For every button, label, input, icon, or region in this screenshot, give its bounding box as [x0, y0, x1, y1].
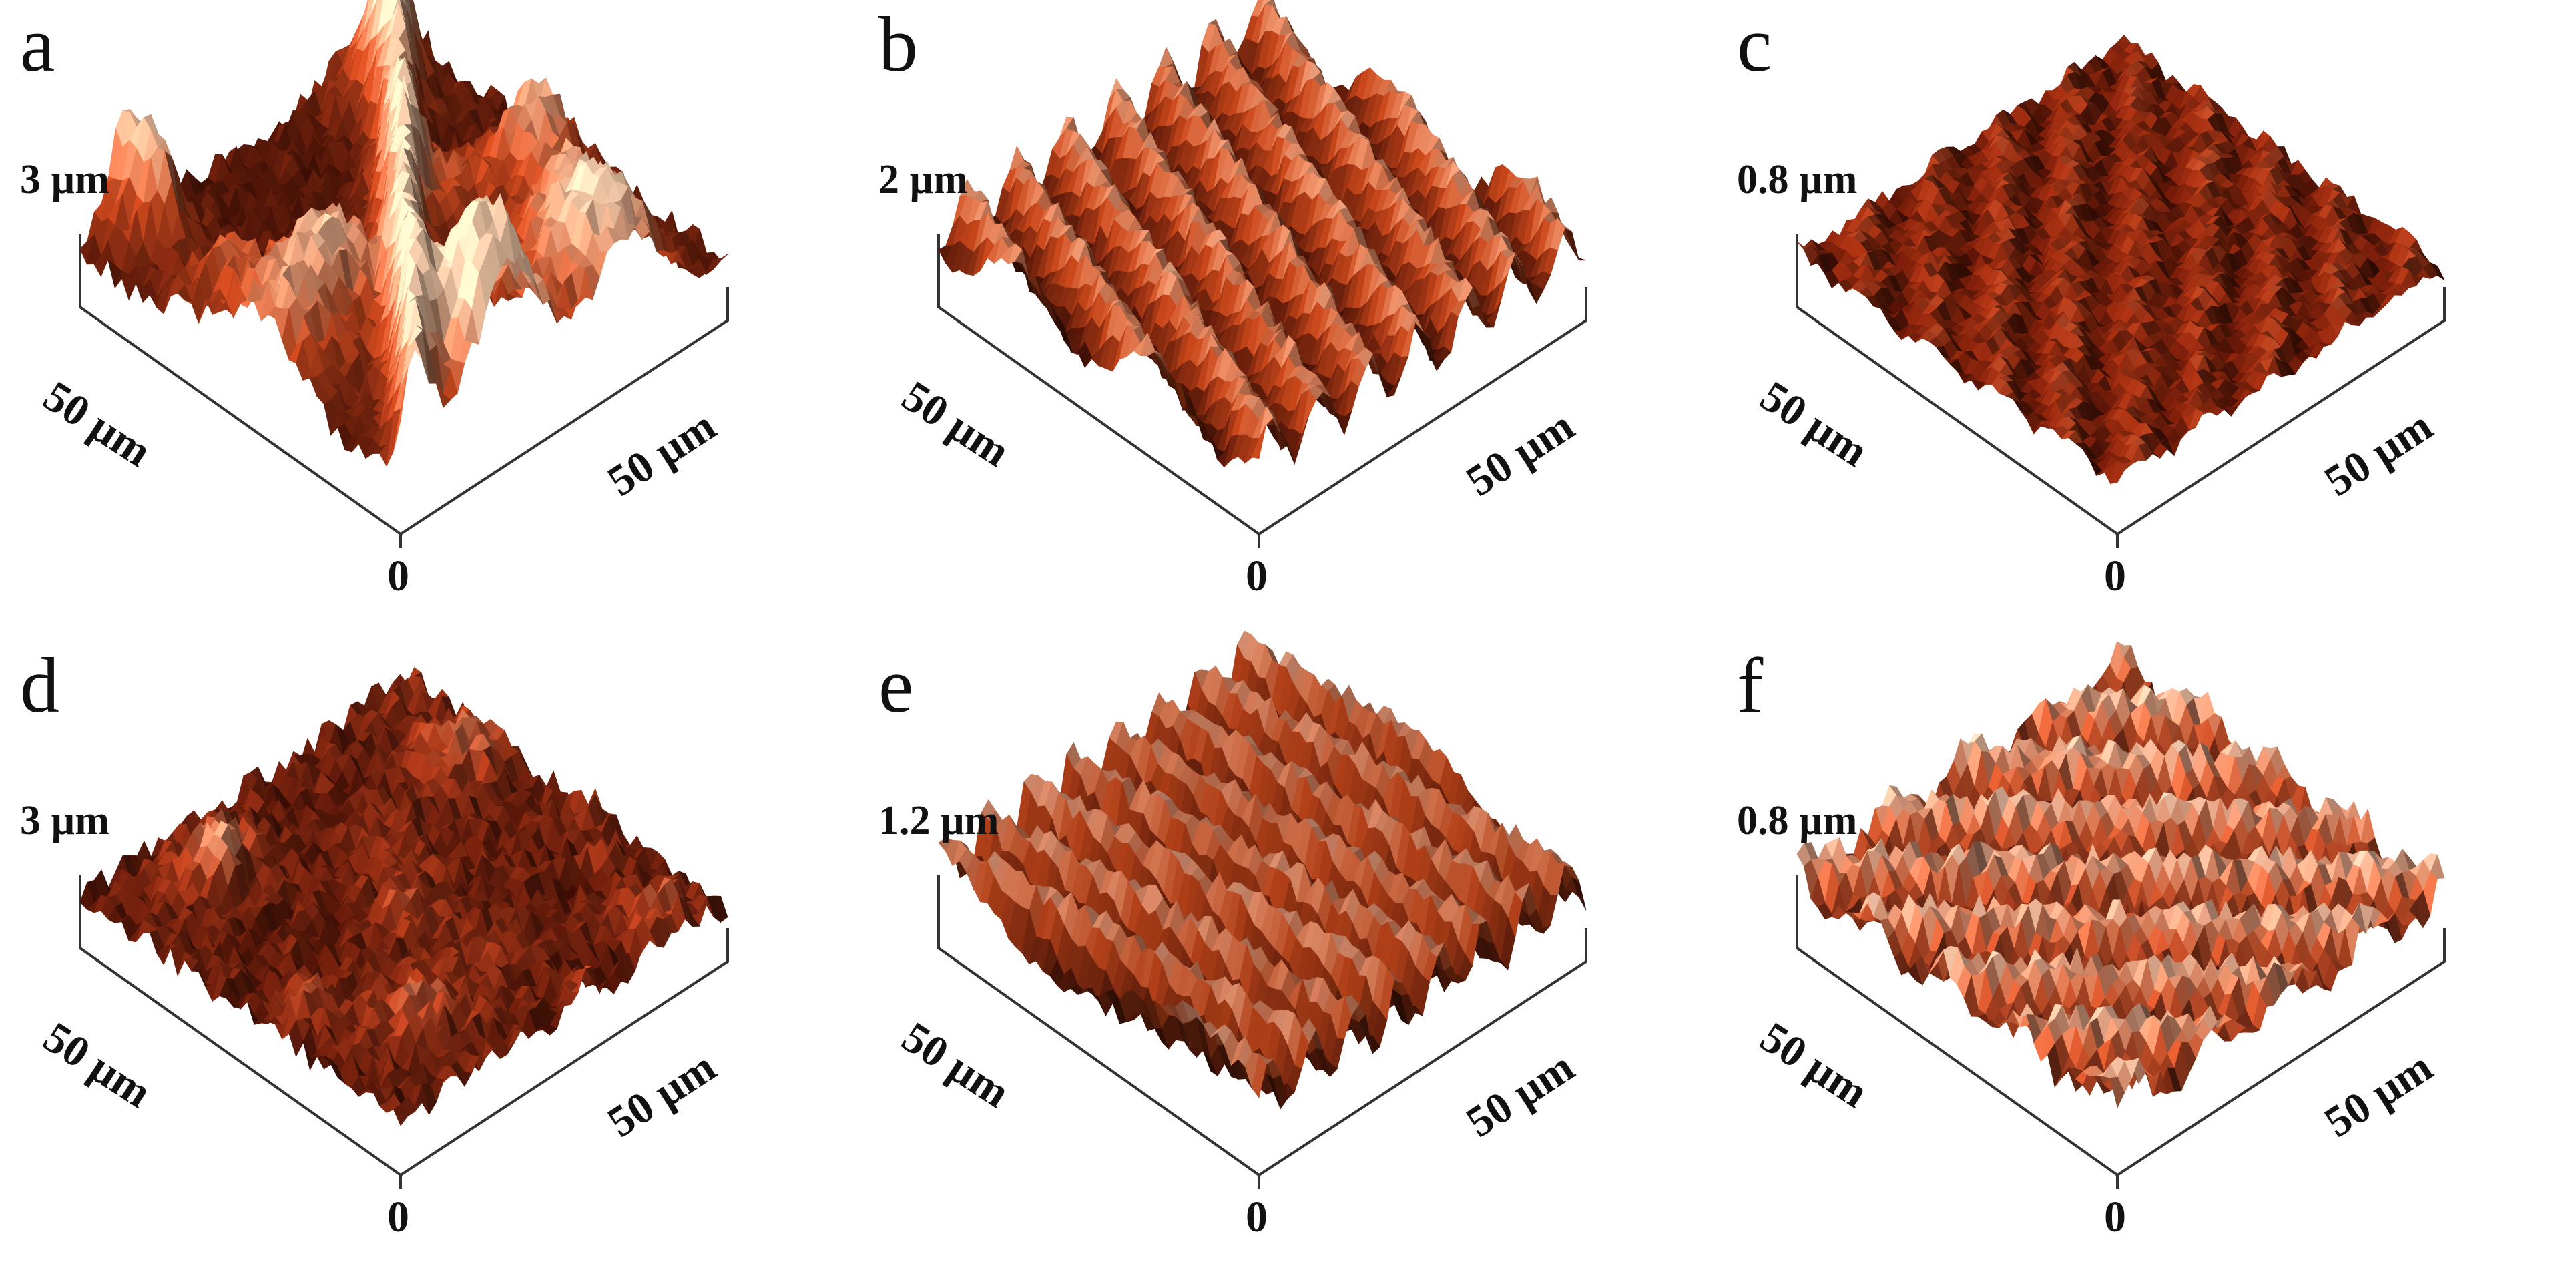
origin-label: 0: [1246, 552, 1268, 600]
panel-letter: e: [878, 642, 914, 729]
z-scale-label: 3 µm: [20, 798, 109, 843]
surface-plot: [937, 0, 1587, 548]
origin-label: 0: [1246, 1193, 1268, 1241]
z-scale-label: 2 µm: [878, 157, 968, 202]
origin-label: 0: [2104, 1193, 2126, 1241]
afm-panel-e: e 1.2 µm 50 µm 50 µm 0: [858, 630, 1717, 1282]
surface-mesh: [1796, 640, 2445, 1109]
plot-axes: [1796, 234, 2446, 548]
surface-plot: [1796, 640, 2446, 1189]
surface-plot: [1796, 35, 2446, 548]
surface-mesh: [938, 630, 1587, 1110]
origin-label: 0: [2104, 552, 2126, 600]
z-scale-label: 0.8 µm: [1737, 798, 1858, 843]
afm-panel-c: c 0.8 µm 50 µm 50 µm 0: [1717, 0, 2575, 641]
z-scale-label: 3 µm: [20, 157, 109, 202]
origin-label: 0: [387, 1193, 409, 1241]
origin-label: 0: [387, 552, 409, 600]
surface-plot: [79, 667, 729, 1189]
panel-letter: b: [878, 1, 918, 88]
surface-plot: [79, 0, 729, 548]
plot-axes: [937, 234, 1587, 548]
surface-mesh: [79, 0, 728, 467]
plot-axes: [937, 875, 1587, 1189]
surface-mesh: [79, 667, 728, 1126]
panel-letter: a: [20, 1, 55, 88]
plot-axes: [79, 875, 729, 1189]
plot-axes: [1796, 875, 2446, 1189]
surface-plot: [937, 630, 1587, 1189]
z-scale-label: 1.2 µm: [878, 798, 999, 843]
afm-panel-f: f 0.8 µm 50 µm 50 µm 0: [1717, 640, 2575, 1282]
panel-letter: c: [1737, 1, 1772, 88]
z-scale-label: 0.8 µm: [1737, 157, 1858, 202]
panel-letter: d: [20, 642, 59, 729]
surface-mesh: [1796, 35, 2446, 485]
plot-axes: [79, 234, 729, 548]
panel-letter: f: [1737, 642, 1764, 729]
surface-mesh: [938, 0, 1587, 468]
